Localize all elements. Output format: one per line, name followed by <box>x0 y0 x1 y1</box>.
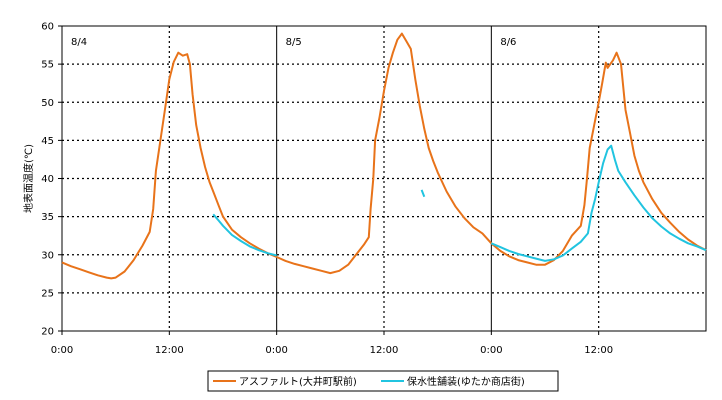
y-tick-label: 25 <box>41 288 54 299</box>
x-tick-label: 12:00 <box>155 345 184 356</box>
y-tick-label: 60 <box>41 22 54 33</box>
day-label: 8/5 <box>286 37 302 48</box>
x-tick-label: 0:00 <box>51 345 73 356</box>
y-axis-label: 地表面温度(℃) <box>22 144 35 213</box>
legend-label-asphalt: アスファルト(大井町駅前) <box>239 375 357 388</box>
y-tick-label: 20 <box>41 327 54 338</box>
y-tick-label: 30 <box>41 250 54 261</box>
series-line-water-retentive <box>420 189 426 198</box>
y-tick-label: 55 <box>41 60 54 71</box>
x-axis-ticks: 0:00 12:00 0:00 12:00 0:00 12:00 <box>51 331 613 356</box>
legend: アスファルト(大井町駅前) 保水性舗装(ゆたか商店街) <box>207 370 559 392</box>
day-labels: 8/4 8/5 8/6 <box>71 37 516 48</box>
series-line-asphalt <box>61 32 707 280</box>
x-tick-label: 0:00 <box>480 345 502 356</box>
x-tick-label: 12:00 <box>584 345 613 356</box>
x-tick-label: 12:00 <box>370 345 399 356</box>
y-tick-label: 45 <box>41 136 54 147</box>
x-tick-label: 0:00 <box>265 345 287 356</box>
y-tick-label: 40 <box>41 174 54 185</box>
legend-label-water-retentive: 保水性舗装(ゆたか商店街) <box>407 375 525 388</box>
series-group <box>61 32 707 280</box>
series-line-water-retentive <box>490 144 707 262</box>
day-label: 8/6 <box>500 37 516 48</box>
y-tick-label: 50 <box>41 98 54 109</box>
grid <box>62 26 706 331</box>
day-label: 8/4 <box>71 37 87 48</box>
day-separators <box>276 26 492 331</box>
y-tick-label: 35 <box>41 212 54 223</box>
y-axis-ticks: 20 25 30 35 40 45 50 55 60 <box>41 22 62 338</box>
series-line-water-retentive <box>212 213 277 257</box>
